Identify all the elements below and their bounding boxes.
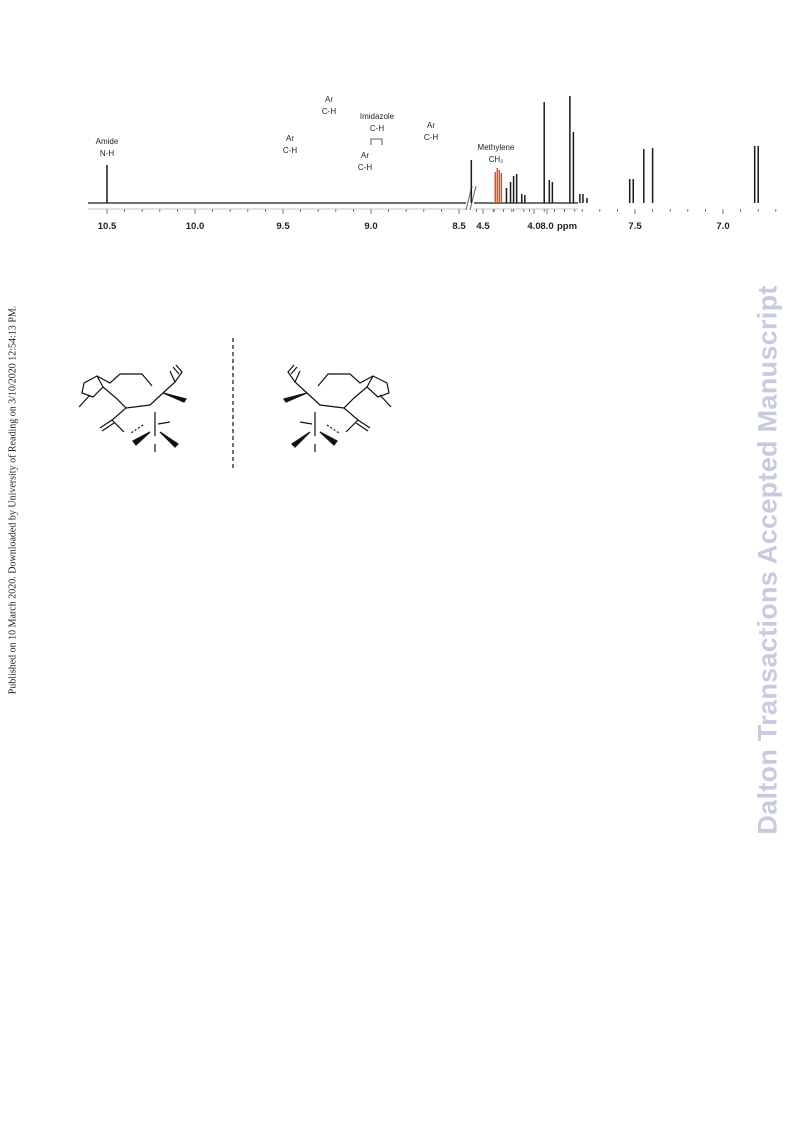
peak-label-line2: N-H — [100, 149, 114, 158]
peak-label-line2: CH₂ — [489, 155, 504, 164]
peak-label: Methylene CH₂ — [478, 143, 515, 164]
tick-label: 7.5 — [628, 221, 642, 232]
peak-label-line1: Ar — [361, 151, 369, 160]
spectrum-trace — [88, 96, 759, 211]
tick-label: 8.5 — [452, 221, 466, 232]
peak-label-line2: C-H — [322, 107, 336, 116]
tick-label: 9.0 — [364, 221, 377, 232]
structure-right — [283, 364, 392, 452]
peak-label-line1: Ar — [286, 134, 294, 143]
tick-label: 9.5 — [276, 221, 290, 232]
peak-label-line2: C-H — [283, 146, 297, 155]
publication-note: Published on 10 March 2020. Downloaded b… — [7, 305, 19, 695]
tick-label: 4.0 — [527, 221, 540, 232]
peak-label-line1: Ar — [325, 95, 333, 104]
tick-label: 4.5 — [476, 221, 490, 232]
peak-label: Amide N-H — [96, 137, 119, 158]
peak-label-line2: C-H — [358, 163, 372, 172]
peak-label: Ar C-H — [358, 151, 372, 172]
peak-label: Ar C-H — [424, 121, 438, 142]
peak-label-line1: Amide — [96, 137, 119, 146]
tick-label: 10.0 — [186, 221, 205, 232]
peak-label: Imidazole C-H — [360, 112, 395, 133]
tick-label: 8.0 — [540, 221, 553, 232]
peak-label-line1: Imidazole — [360, 112, 395, 121]
peak-label-line1: Ar — [427, 121, 435, 130]
tick-label: 7.0 — [716, 221, 729, 232]
peak-label-line1: Methylene — [478, 143, 515, 152]
structure-left — [78, 364, 187, 452]
axis-break-mark — [469, 185, 477, 211]
peak-label-line2: C-H — [370, 124, 384, 133]
peak-label: Ar C-H — [322, 95, 336, 116]
axis-unit-label: ppm — [557, 221, 577, 232]
peak-label-line2: C-H — [424, 133, 438, 142]
peak-labels: Amide N-H Ar C-H Ar C-H Ar C-H Imidazole C-H Ar C-H… — [96, 95, 515, 172]
nmr-spectrum: Amide N-H Ar C-H Ar C-H Ar C-H Imidazole C-H Ar C-H… — [88, 95, 777, 232]
imidazole-bracket — [370, 138, 383, 145]
peak-label: Ar C-H — [283, 134, 297, 155]
watermark: Dalton Transactions Accepted Manuscript — [752, 285, 783, 835]
tick-label: 10.5 — [98, 221, 117, 232]
